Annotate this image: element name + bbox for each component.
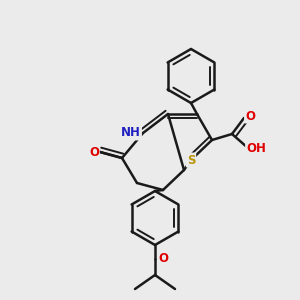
Text: O: O bbox=[158, 253, 168, 266]
Text: H: H bbox=[253, 143, 263, 157]
Text: OH: OH bbox=[246, 142, 266, 154]
Text: NH: NH bbox=[121, 127, 141, 140]
Text: O: O bbox=[89, 146, 99, 158]
Text: O: O bbox=[245, 110, 255, 122]
Text: S: S bbox=[187, 154, 195, 166]
